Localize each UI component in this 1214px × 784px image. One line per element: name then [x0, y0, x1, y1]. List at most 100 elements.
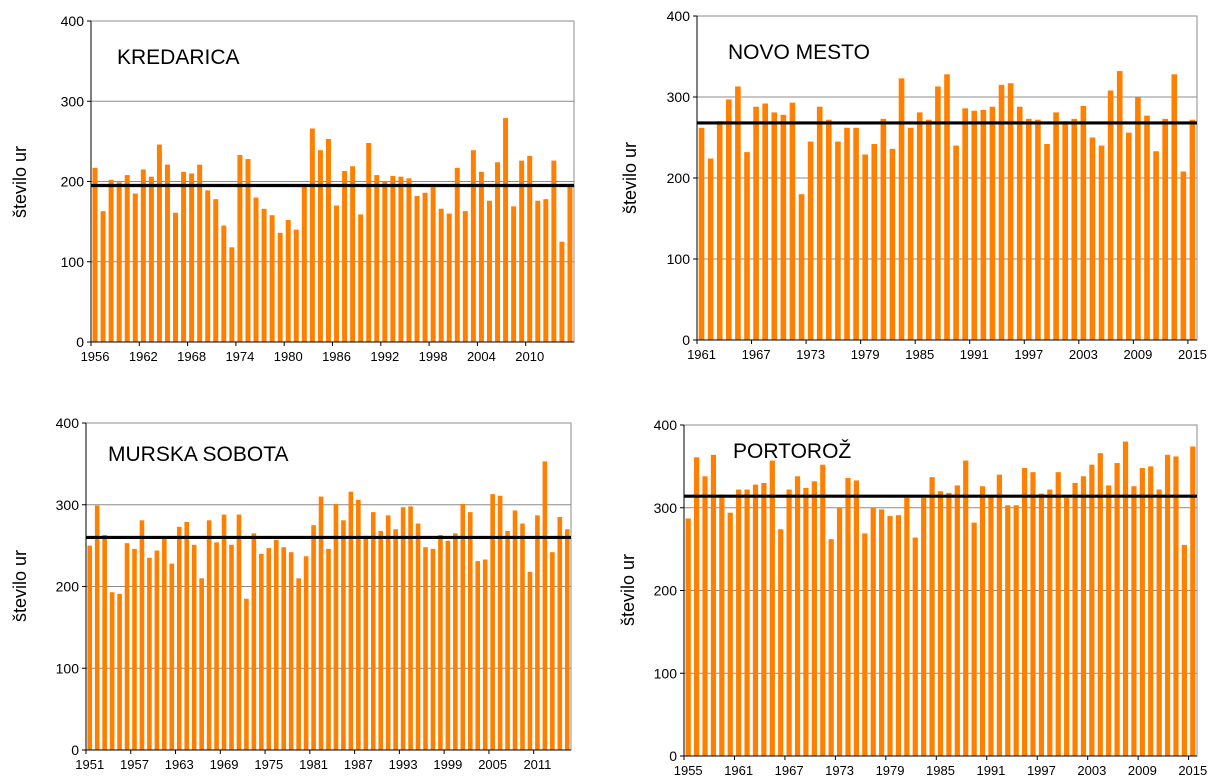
y-tick-label: 200 [654, 583, 678, 599]
chart-panel: 0 100 200 300 400 1951 1957 1963 1969 1975 1981 198… [10, 415, 572, 772]
y-tick-label: 400 [56, 415, 80, 431]
x-tick-label: 1957 [120, 757, 149, 772]
bar [1144, 115, 1150, 340]
bar [1044, 143, 1050, 340]
y-tick-label: 0 [71, 742, 79, 758]
y-tick-label: 100 [56, 660, 80, 676]
bar [189, 173, 195, 342]
bar [244, 598, 249, 750]
bar [1038, 493, 1045, 756]
bar [1173, 456, 1179, 756]
x-tick-label: 2009 [1128, 763, 1157, 778]
bar [205, 190, 211, 342]
bar [1062, 121, 1068, 340]
bar [794, 476, 801, 756]
bar [836, 507, 843, 756]
bar [423, 547, 428, 750]
bar [871, 143, 878, 340]
bar [1164, 454, 1171, 756]
bar [535, 515, 540, 750]
bar [702, 476, 708, 756]
bar [108, 179, 114, 342]
bar [844, 127, 850, 340]
x-tick-label: 1980 [274, 349, 303, 364]
bar [726, 99, 732, 341]
bar [184, 521, 190, 750]
bar [505, 530, 510, 750]
bar [334, 205, 340, 342]
bar [551, 160, 557, 342]
bar [358, 214, 364, 342]
bar [462, 211, 468, 342]
bar [414, 195, 420, 342]
bar [535, 200, 541, 342]
x-tick-label: 1985 [905, 347, 934, 362]
bar [1098, 145, 1105, 340]
bar [237, 155, 243, 342]
bar [1089, 464, 1095, 756]
x-tick-label: 2009 [1123, 347, 1152, 362]
bar [156, 144, 162, 342]
bar [778, 529, 784, 756]
y-tick-label: 0 [669, 748, 677, 764]
bar [199, 578, 204, 750]
bar [946, 492, 952, 756]
chart-title: KREDARICA [117, 46, 240, 69]
bar [789, 102, 796, 340]
bar [162, 537, 167, 750]
bar [1080, 105, 1087, 340]
x-tick-label: 1969 [210, 757, 239, 772]
bar [475, 561, 481, 750]
bar [236, 514, 242, 750]
bar [117, 593, 122, 750]
bar [281, 547, 287, 750]
bar [870, 507, 876, 756]
bar [363, 535, 369, 750]
bar [1116, 71, 1123, 340]
bar [898, 78, 905, 341]
bar [707, 158, 714, 340]
bar [736, 489, 742, 756]
chart-panel: 0 100 200 300 400 1961 1967 1973 1979 1985 1991 199… [620, 8, 1207, 362]
bar [1026, 118, 1032, 341]
bar [744, 489, 750, 756]
x-tick-label: 1986 [322, 349, 351, 364]
bar [453, 533, 458, 750]
bar [497, 495, 503, 750]
bar [811, 481, 817, 756]
bar [752, 484, 759, 756]
y-tick-label: 100 [667, 251, 691, 267]
bar [769, 460, 775, 756]
bar [213, 199, 219, 342]
bar [311, 525, 316, 750]
bar [1131, 486, 1137, 756]
bar [719, 494, 725, 756]
bar [944, 74, 950, 340]
y-tick-label: 300 [654, 500, 678, 516]
x-tick-label: 1981 [299, 757, 328, 772]
bar [1005, 505, 1011, 756]
x-tick-label: 1975 [254, 757, 283, 772]
bar [1013, 505, 1019, 756]
bar [1047, 489, 1053, 756]
bar [845, 477, 851, 756]
bar [430, 548, 436, 750]
x-tick-label: 1979 [851, 347, 880, 362]
chart-title: MURSKA SOBOTA [108, 443, 288, 466]
bar [269, 215, 275, 342]
x-tick-label: 2015 [1178, 763, 1207, 778]
bar [116, 182, 122, 342]
y-tick-label: 300 [56, 497, 80, 513]
bar [511, 206, 517, 342]
bar [296, 578, 301, 750]
bar [862, 533, 868, 756]
bar [879, 509, 885, 756]
bar [559, 241, 565, 342]
bar [385, 515, 391, 750]
y-tick-label: 0 [76, 334, 84, 350]
bar [527, 571, 533, 750]
bar [564, 529, 570, 750]
y-tick-label: 400 [61, 13, 85, 29]
